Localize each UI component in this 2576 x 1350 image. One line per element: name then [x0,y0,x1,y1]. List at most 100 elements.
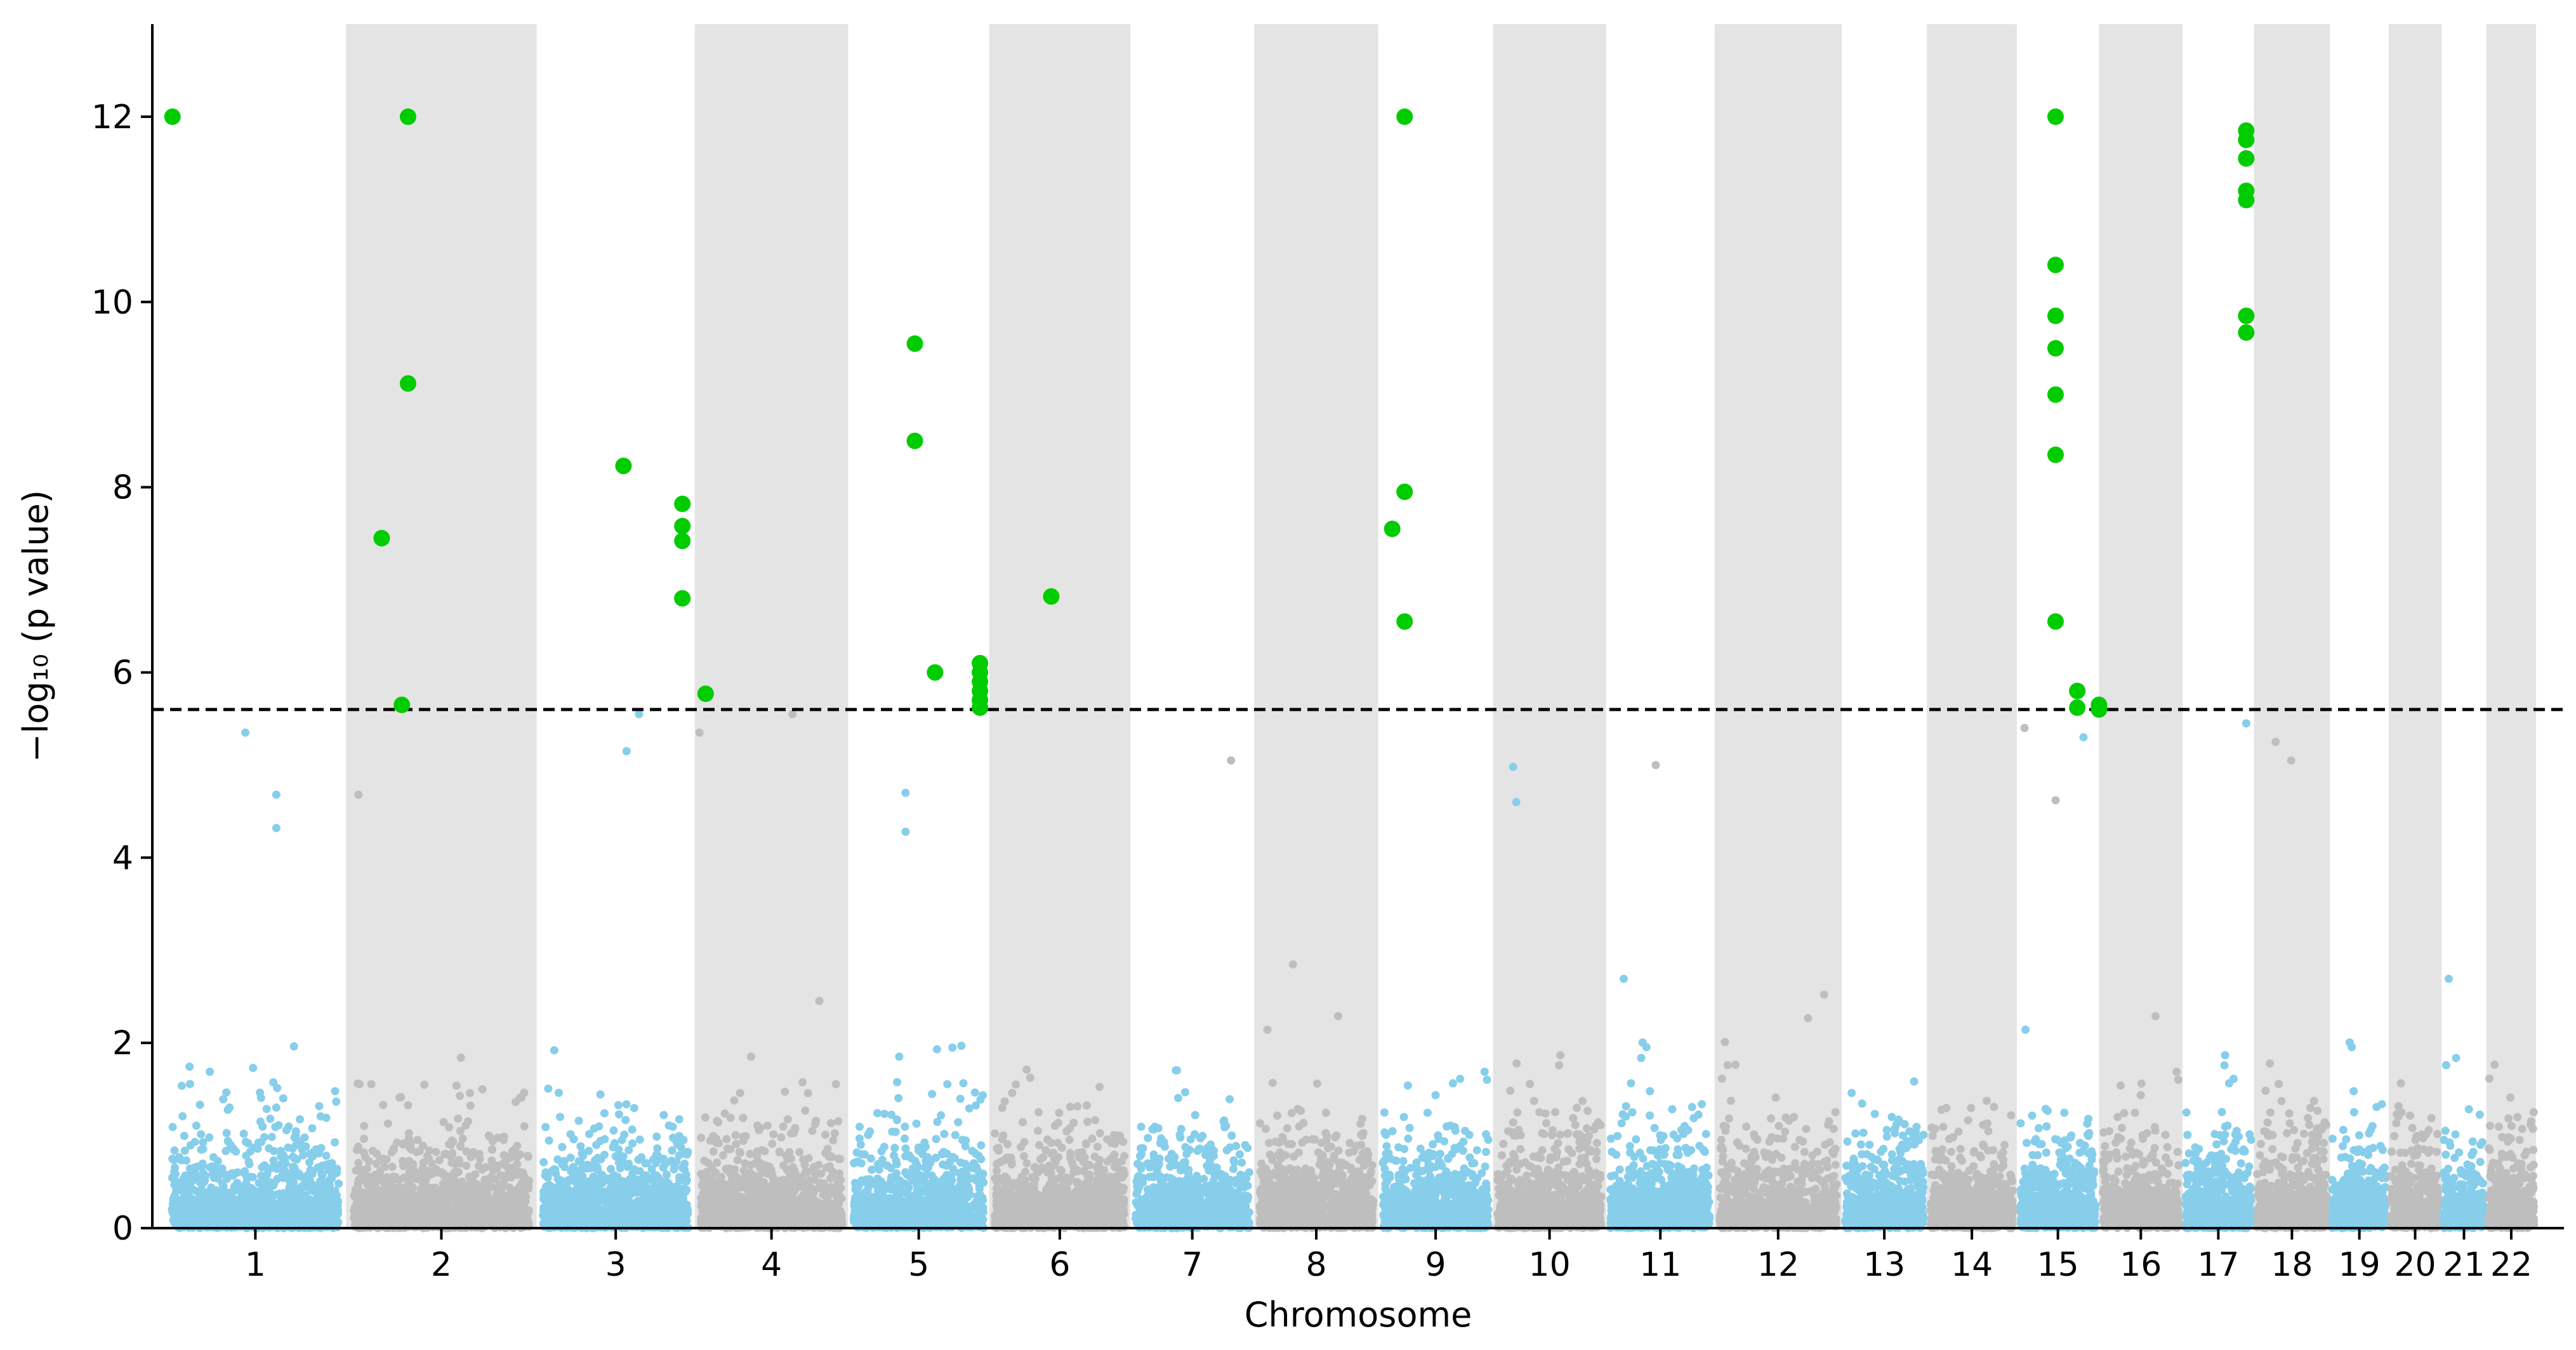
data-point [514,1204,523,1213]
data-point [252,1190,261,1199]
data-point [520,1122,529,1131]
data-point [593,1203,602,1212]
data-point [662,1170,671,1179]
data-point [801,1106,810,1115]
data-point [821,1130,829,1139]
data-point [675,1173,684,1182]
data-point [635,1135,644,1144]
data-point [759,1178,768,1186]
data-point [566,1153,575,1162]
data-point [541,1123,550,1132]
data-point [574,1116,583,1125]
data-point [275,1203,284,1212]
data-point [786,1181,795,1189]
data-point [185,1062,194,1071]
data-point [244,1139,253,1148]
data-point [331,1217,340,1226]
chromosome-band-14 [1927,24,2017,1228]
data-point [779,1161,788,1170]
data-point [569,1135,578,1144]
data-point [277,1152,285,1161]
data-point [590,1156,599,1165]
data-point [458,1134,467,1143]
data-point [331,1138,339,1147]
data-point [170,1146,179,1155]
data-point [584,1222,593,1231]
data-point [774,1218,783,1227]
data-point [753,1148,762,1156]
data-point [730,1096,739,1105]
data-point [386,1198,395,1207]
data-point [700,1156,709,1165]
data-point [668,1146,677,1155]
data-point [615,1196,623,1204]
data-point [578,1165,586,1174]
data-point [261,1193,270,1201]
data-point [753,1121,762,1130]
data-point [317,1170,326,1179]
data-point [622,1100,631,1109]
background-points [168,710,2539,1233]
data-point [764,1218,773,1227]
data-point [180,1132,188,1141]
data-point [675,1115,684,1123]
data-point [468,1177,477,1186]
data-point [449,1174,458,1182]
data-point [726,1113,735,1122]
data-point [290,1133,299,1142]
data-point [464,1117,473,1126]
data-point [815,996,824,1005]
data-point [805,1204,814,1213]
data-point [298,1194,307,1203]
data-point [376,1188,385,1196]
data-point [180,1184,189,1193]
data-point [592,1141,601,1149]
data-point [835,1182,843,1191]
data-point [542,1172,551,1181]
data-point [279,1094,287,1102]
data-point [428,1215,437,1224]
data-point [367,1080,376,1089]
data-point [213,1167,221,1176]
data-point [206,1163,215,1172]
data-point [318,1180,327,1189]
data-point [540,1212,549,1221]
data-point [298,1145,307,1154]
data-point [423,1167,432,1175]
data-point [192,1187,201,1196]
data-point [375,1156,384,1165]
data-point [331,1200,340,1209]
data-point [621,1116,630,1125]
data-point [360,1122,369,1130]
data-point [829,1136,838,1145]
data-point [753,1205,762,1214]
chromosome-band-16 [2099,24,2183,1228]
data-point [828,1167,837,1176]
data-point [701,1113,710,1122]
data-point [703,1186,712,1194]
data-point [487,1145,496,1154]
data-point [221,1147,230,1155]
data-point [653,1193,662,1202]
data-point [420,1197,429,1206]
chromosome-band-22 [2486,24,2537,1228]
data-point [826,1182,835,1191]
data-point [722,1135,731,1144]
data-point [420,1080,429,1089]
data-point [812,1197,821,1206]
data-point [327,1174,336,1183]
data-point [199,1138,208,1147]
data-point [308,1152,317,1161]
data-point [705,1222,714,1231]
data-point [351,1212,360,1221]
data-point [521,1219,530,1228]
data-point [798,1078,807,1087]
data-point [239,1129,248,1138]
data-point [438,1204,447,1213]
data-point [679,1135,688,1144]
data-point [714,1187,722,1195]
data-point [190,1137,199,1146]
data-point [351,1222,360,1231]
data-point [260,1133,268,1142]
data-point [171,1163,180,1172]
